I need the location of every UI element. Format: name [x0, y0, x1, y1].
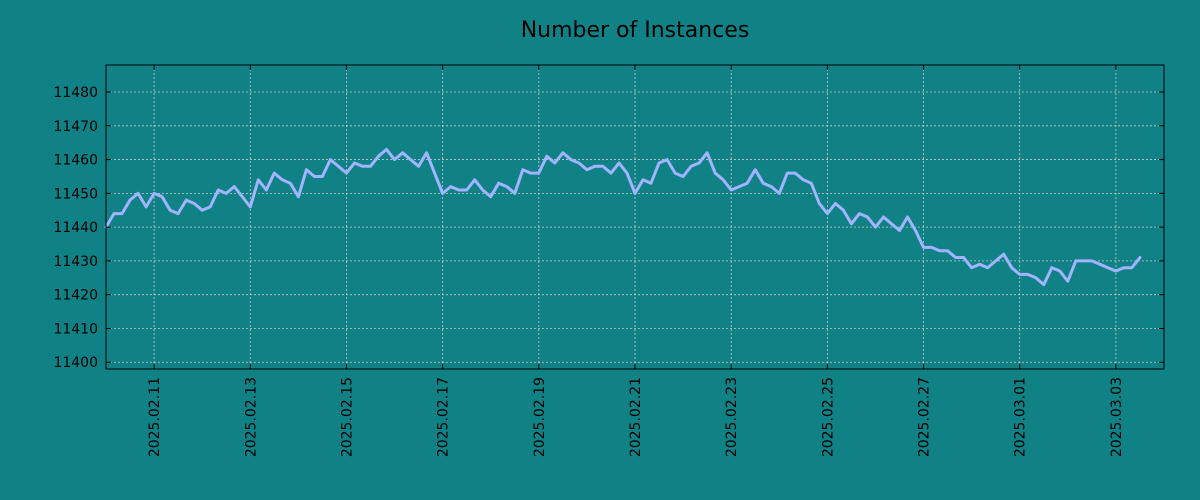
x-tick-label: 2025.02.15: [339, 377, 355, 457]
x-tick-label: 2025.02.27: [917, 377, 933, 457]
y-tick-label: 11470: [53, 119, 98, 135]
y-tick-label: 11480: [53, 85, 98, 101]
x-axis: 2025.02.11 2025.02.13 2025.02.15 2025.02.17…: [147, 65, 1125, 457]
y-tick-label: 11420: [53, 288, 98, 304]
y-tick-label: 11400: [53, 355, 98, 371]
chart-title: Number of Instances: [521, 18, 750, 43]
x-tick-label: 2025.03.01: [1013, 377, 1029, 457]
series-group: [104, 147, 1142, 287]
x-tick-label: 2025.03.03: [1109, 377, 1125, 457]
series-line: [104, 147, 1142, 287]
x-tick-label: 2025.02.21: [628, 377, 644, 457]
x-tick-label: 2025.02.11: [147, 377, 163, 457]
y-tick-label: 11440: [53, 220, 98, 236]
y-tick-label: 11450: [53, 186, 98, 202]
grid: [106, 65, 1164, 369]
y-tick-label: 11460: [53, 153, 98, 169]
x-tick-label: 2025.02.17: [436, 377, 452, 457]
x-tick-label: 2025.02.19: [532, 377, 548, 457]
x-tick-label: 2025.02.25: [820, 377, 836, 457]
y-tick-label: 11410: [53, 321, 98, 337]
y-axis: 11400 11410 11420 11430 11440 11450 11460 11470…: [53, 85, 1164, 371]
y-tick-label: 11430: [53, 254, 98, 270]
x-tick-label: 2025.02.23: [724, 377, 740, 457]
x-tick-label: 2025.02.13: [243, 377, 259, 457]
